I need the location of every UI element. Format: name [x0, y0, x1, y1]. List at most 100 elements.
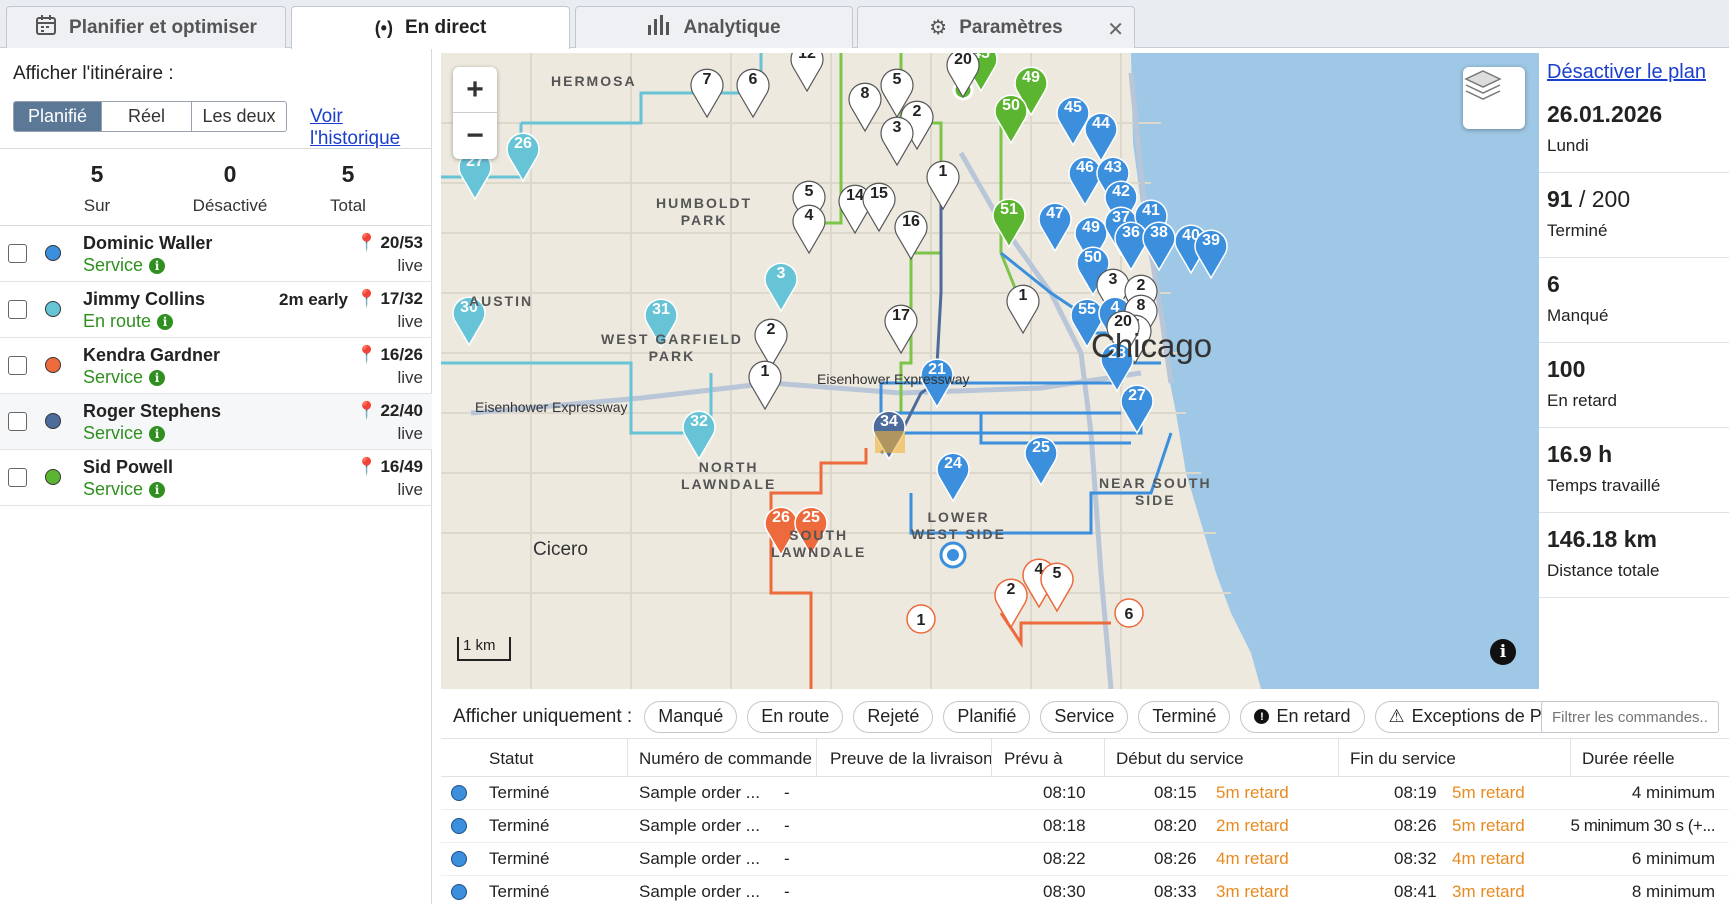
cell-proof: - [784, 783, 790, 802]
driver-color-dot [45, 357, 61, 373]
status-dot [451, 818, 467, 834]
close-icon[interactable]: ✕ [1107, 19, 1124, 41]
column-header-order[interactable]: Numéro de commande [639, 749, 812, 768]
cell-planned: 08:10 [1043, 783, 1086, 802]
pin-group-pending[interactable]: 7 6 12 5 8 2 3 20 1 5 4 14 15 16 17 2 1 [690, 53, 980, 411]
driver-status-text: Service [83, 479, 144, 499]
column-header-proof[interactable]: Preuve de la livraison [830, 749, 993, 768]
segment-planned[interactable]: Planifié [14, 102, 101, 131]
svg-text:2: 2 [913, 103, 922, 120]
svg-text:5: 5 [805, 183, 814, 200]
tab-analytics[interactable]: Analytique [575, 6, 853, 48]
info-icon[interactable]: i [149, 481, 166, 498]
driver-row[interactable]: Sid Powell Service i 📍 16/49 live [0, 450, 432, 506]
driver-row[interactable]: Dominic Waller Service i 📍 20/53 live [0, 226, 432, 282]
driver-row[interactable]: Jimmy Collins En route i 2m early 📍 17/32 … [0, 282, 432, 338]
driver-status: Service i [83, 255, 166, 276]
column-header-status[interactable]: Statut [489, 749, 534, 768]
svg-text:2: 2 [1137, 277, 1146, 294]
column-header-end[interactable]: Fin du service [1350, 749, 1456, 768]
info-icon[interactable]: i [149, 257, 166, 274]
cell-duration: 4 minimum [1631, 783, 1715, 802]
driver-count: 16/26 [380, 345, 423, 364]
svg-text:25: 25 [802, 509, 820, 526]
driver-checkbox[interactable] [8, 356, 27, 375]
view-history-link[interactable]: Voir l'historique [310, 106, 401, 149]
pin-group-kendra[interactable]: 26 25 2 4 5 6 1 [764, 506, 1144, 634]
deactivate-plan-link[interactable]: Désactiver le plan [1547, 61, 1706, 83]
filter-chip-late[interactable]: ! En retard [1240, 700, 1365, 733]
cell-end: 08:26 [1394, 816, 1437, 835]
alert-icon: ! [1254, 709, 1270, 724]
driver-progress: 📍 16/26 [356, 345, 423, 365]
cell-start-late: 5m retard [1216, 783, 1289, 802]
cell-order[interactable]: Sample order ... [639, 783, 760, 802]
info-icon[interactable]: i [157, 313, 174, 330]
segment-actual[interactable]: Réel [101, 102, 191, 131]
summary-label: Distance totale [1547, 561, 1660, 580]
map-pin-icon: 📍 [356, 289, 378, 308]
column-header-planned[interactable]: Prévu à [1004, 749, 1063, 768]
route-map[interactable]: 45 44 46 43 42 47 49 37 41 36 38 40 39 5… [441, 53, 1539, 689]
svg-text:49: 49 [1022, 69, 1040, 86]
svg-text:43: 43 [1104, 159, 1122, 176]
cell-order[interactable]: Sample order ... [639, 816, 760, 835]
zoom-in-button[interactable]: + [453, 67, 497, 113]
table-row[interactable]: Terminé Sample order ... - 08:18 08:20 2… [441, 810, 1729, 843]
column-header-start[interactable]: Début du service [1116, 749, 1244, 768]
filter-chip-missed[interactable]: Manqué [644, 700, 738, 733]
divider [0, 225, 432, 226]
driver-checkbox[interactable] [8, 412, 27, 431]
driver-live: live [397, 480, 423, 499]
driver-checkbox[interactable] [8, 468, 27, 487]
calendar-icon [35, 14, 57, 42]
driver-row[interactable]: Kendra Gardner Service i 📍 16/26 live [0, 338, 432, 394]
svg-text:45: 45 [972, 53, 990, 62]
tab-live[interactable]: (•) En direct [291, 6, 570, 49]
cell-order[interactable]: Sample order ... [639, 849, 760, 868]
cell-end-late: 5m retard [1452, 783, 1525, 802]
filter-chip-planned[interactable]: Planifié [943, 700, 1031, 733]
status-dot [451, 884, 467, 900]
filter-chip-rejected[interactable]: Rejeté [853, 700, 934, 733]
filter-chip-en-route[interactable]: En route [747, 700, 844, 733]
column-header-duration[interactable]: Durée réelle [1582, 749, 1675, 768]
bar-chart-icon [647, 14, 671, 41]
svg-text:17: 17 [892, 307, 910, 324]
svg-text:46: 46 [1076, 159, 1094, 176]
order-filter-input[interactable] [1541, 701, 1719, 733]
map-label: NEAR SOUTH SIDE [1099, 475, 1212, 508]
layers-button[interactable] [1463, 67, 1525, 129]
cell-proof: - [784, 849, 790, 868]
tab-settings[interactable]: ⚙ Paramètres ✕ [857, 6, 1135, 48]
info-icon[interactable]: i [149, 425, 166, 442]
segment-both[interactable]: Les deux [191, 102, 286, 131]
driver-checkbox[interactable] [8, 300, 27, 319]
info-icon[interactable]: i [1490, 639, 1516, 665]
driver-row[interactable]: Roger Stephens Service i 📍 22/40 live [0, 394, 432, 450]
svg-text:3: 3 [777, 265, 786, 282]
info-icon[interactable]: i [149, 369, 166, 386]
svg-text:51: 51 [1000, 201, 1018, 218]
filter-chip-completed[interactable]: Terminé [1138, 700, 1231, 733]
cell-order[interactable]: Sample order ... [639, 882, 760, 901]
pin-group-roger[interactable]: 34 [872, 410, 906, 461]
zoom-out-button[interactable]: − [466, 119, 484, 152]
driver-checkbox[interactable] [8, 244, 27, 263]
svg-text:30: 30 [460, 299, 478, 316]
cell-planned: 08:30 [1043, 882, 1086, 901]
map-scale: 1 km [457, 637, 511, 661]
svg-text:5: 5 [893, 71, 902, 88]
tab-plan-optimize[interactable]: Planifier et optimiser [6, 6, 286, 48]
table-row[interactable]: Terminé Sample order ... - 08:22 08:26 4… [441, 843, 1729, 876]
svg-text:2: 2 [767, 321, 776, 338]
summary-value: 100 [1547, 356, 1586, 382]
summary-value: 16.9 h [1547, 441, 1613, 467]
map-canvas[interactable]: 45 44 46 43 42 47 49 37 41 36 38 40 39 5… [441, 53, 1539, 689]
table-row[interactable]: Terminé Sample order ... - 08:30 08:33 3… [441, 876, 1729, 904]
pin-group-jimmy[interactable]: 26 27 30 31 32 3 [452, 132, 798, 461]
table-row[interactable]: Terminé Sample order ... - 08:10 08:15 5… [441, 777, 1729, 810]
completed-count: 91 [1547, 186, 1573, 212]
filter-chip-service[interactable]: Service [1040, 700, 1129, 733]
pin-group-dominic[interactable]: 45 44 46 43 42 47 49 37 41 36 38 40 39 5… [920, 96, 1228, 569]
